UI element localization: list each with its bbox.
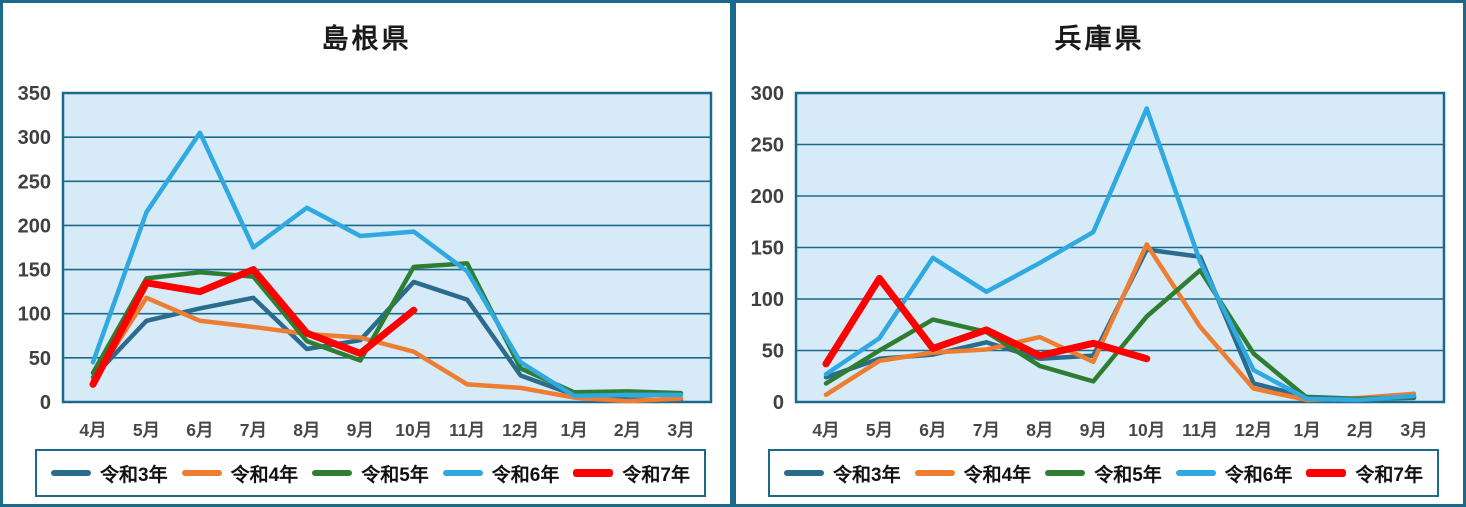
plot-area xyxy=(63,93,711,402)
plot-border xyxy=(794,91,1446,404)
x-axis-label-7月: 7月 xyxy=(973,420,1000,440)
chart-title-hyogo: 兵庫県 xyxy=(1054,24,1145,54)
legend-label-reiwa7: 令和7年 xyxy=(622,464,690,486)
x-axis-label-1月: 1月 xyxy=(560,420,587,440)
x-axis-label-1月: 1月 xyxy=(1293,420,1320,440)
legend-item-reiwa3: 令和3年 xyxy=(784,460,901,487)
legend-item-reiwa4: 令和4年 xyxy=(181,460,299,487)
x-axis-label-6月: 6月 xyxy=(186,420,213,440)
legend-item-reiwa4: 令和4年 xyxy=(914,460,1032,487)
series-line-令和5年 xyxy=(90,261,684,396)
legend-item-reiwa5: 令和5年 xyxy=(312,460,429,487)
y-axis-label-300: 300 xyxy=(18,127,51,149)
y-axis-label-100: 100 xyxy=(18,304,51,326)
y-axis-label-250: 250 xyxy=(18,171,51,193)
legend-label-reiwa3: 令和3年 xyxy=(100,464,168,486)
y-axis-label-250: 250 xyxy=(751,135,784,157)
series-line-令和6年 xyxy=(823,106,1417,403)
legend-label-reiwa3: 令和3年 xyxy=(833,464,901,486)
x-axis-label-9月: 9月 xyxy=(347,420,374,440)
y-axis-label-300: 300 xyxy=(751,83,784,105)
legend-label-reiwa6: 令和6年 xyxy=(1224,464,1293,486)
plot-border xyxy=(61,91,713,404)
y-axis-label-350: 350 xyxy=(18,83,51,105)
series-line-令和4年 xyxy=(90,295,684,404)
x-axis-label-9月: 9月 xyxy=(1080,420,1107,440)
y-axis-label-200: 200 xyxy=(18,215,51,237)
x-axis-label-4月: 4月 xyxy=(79,420,106,440)
legend-swatch-reiwa7 xyxy=(1306,469,1347,477)
y-axis-label-150: 150 xyxy=(751,238,784,260)
legend-label-reiwa7: 令和7年 xyxy=(1355,464,1423,486)
x-axis-label-5月: 5月 xyxy=(133,420,160,440)
x-axis-label-12月: 12月 xyxy=(502,420,539,440)
legend-item-reiwa3: 令和3年 xyxy=(51,460,168,487)
line-chart-shimane: 0 50 100 150 200 250 300 350 4月 5月 6月 7月 8月 9月 10月 11月 1… xyxy=(18,83,713,440)
legend-label-reiwa5: 令和5年 xyxy=(361,464,429,486)
legend-shimane: 令和3年 令和4年 令和5年 令和6年 令和7年 xyxy=(35,449,706,497)
x-axis-label-12月: 12月 xyxy=(1235,420,1272,440)
chart-panel-hyogo: 0 50 100 150 200 250 300 4月 5月 6月 7月 8月 9月 10月 11月 12月 1… xyxy=(733,0,1466,507)
x-axis-label-6月: 6月 xyxy=(919,420,946,440)
x-axis-label-8月: 8月 xyxy=(293,420,320,440)
legend-item-reiwa7: 令和7年 xyxy=(573,460,690,487)
y-axis-label-100: 100 xyxy=(751,289,784,311)
y-axis-label-50: 50 xyxy=(762,341,784,363)
legend-item-reiwa6: 令和6年 xyxy=(442,460,560,487)
legend-item-reiwa6: 令和6年 xyxy=(1175,460,1293,487)
x-axis-label-2月: 2月 xyxy=(1347,420,1374,440)
x-axis-label-3月: 3月 xyxy=(667,420,694,440)
legend-item-reiwa5: 令和5年 xyxy=(1045,460,1162,487)
x-axis-label-7月: 7月 xyxy=(240,420,267,440)
legend-item-reiwa7: 令和7年 xyxy=(1306,460,1423,487)
x-axis-label-10月: 10月 xyxy=(1128,420,1165,440)
series-line-令和6年 xyxy=(90,130,684,399)
series-line-令和7年 xyxy=(89,266,418,388)
legend-label-reiwa5: 令和5年 xyxy=(1094,464,1162,486)
legend-swatch-reiwa7 xyxy=(573,469,614,477)
y-axis-label-150: 150 xyxy=(18,260,51,282)
x-axis-label-2月: 2月 xyxy=(614,420,641,440)
y-axis-label-200: 200 xyxy=(751,186,784,208)
x-axis-label-5月: 5月 xyxy=(866,420,893,440)
x-axis-label-3月: 3月 xyxy=(1400,420,1427,440)
chart-title-shimane: 島根県 xyxy=(321,24,412,54)
legend-swatch-reiwa6 xyxy=(442,470,483,476)
y-axis-label-0: 0 xyxy=(773,392,784,414)
legend-label-reiwa4: 令和4年 xyxy=(963,464,1032,486)
legend-swatch-reiwa4 xyxy=(914,470,955,476)
legend-label-reiwa4: 令和4年 xyxy=(230,464,299,486)
x-axis-label-10月: 10月 xyxy=(395,420,432,440)
legend-hyogo: 令和3年 令和4年 令和5年 令和6年 令和7年 xyxy=(768,449,1439,497)
legend-swatch-reiwa5 xyxy=(1045,470,1086,476)
series-line-令和7年 xyxy=(822,274,1151,368)
x-axis-label-4月: 4月 xyxy=(812,420,839,440)
y-axis-label-50: 50 xyxy=(29,348,51,370)
legend-label-reiwa6: 令和6年 xyxy=(491,464,560,486)
legend-swatch-reiwa3 xyxy=(784,470,825,476)
legend-swatch-reiwa4 xyxy=(181,470,222,476)
line-chart-hyogo: 0 50 100 150 200 250 300 4月 5月 6月 7月 8月 9月 10月 11月 12月 1… xyxy=(751,83,1446,440)
legend-swatch-reiwa6 xyxy=(1175,470,1216,476)
legend-swatch-reiwa5 xyxy=(312,470,353,476)
legend-swatch-reiwa3 xyxy=(51,470,92,476)
chart-panel-shimane: 0 50 100 150 200 250 300 350 4月 5月 6月 7月 8月 9月 10月 11月 1… xyxy=(0,0,733,507)
x-axis-label-11月: 11月 xyxy=(1182,420,1218,440)
x-axis-label-8月: 8月 xyxy=(1026,420,1053,440)
y-axis-label-0: 0 xyxy=(40,392,51,414)
x-axis-label-11月: 11月 xyxy=(449,420,485,440)
